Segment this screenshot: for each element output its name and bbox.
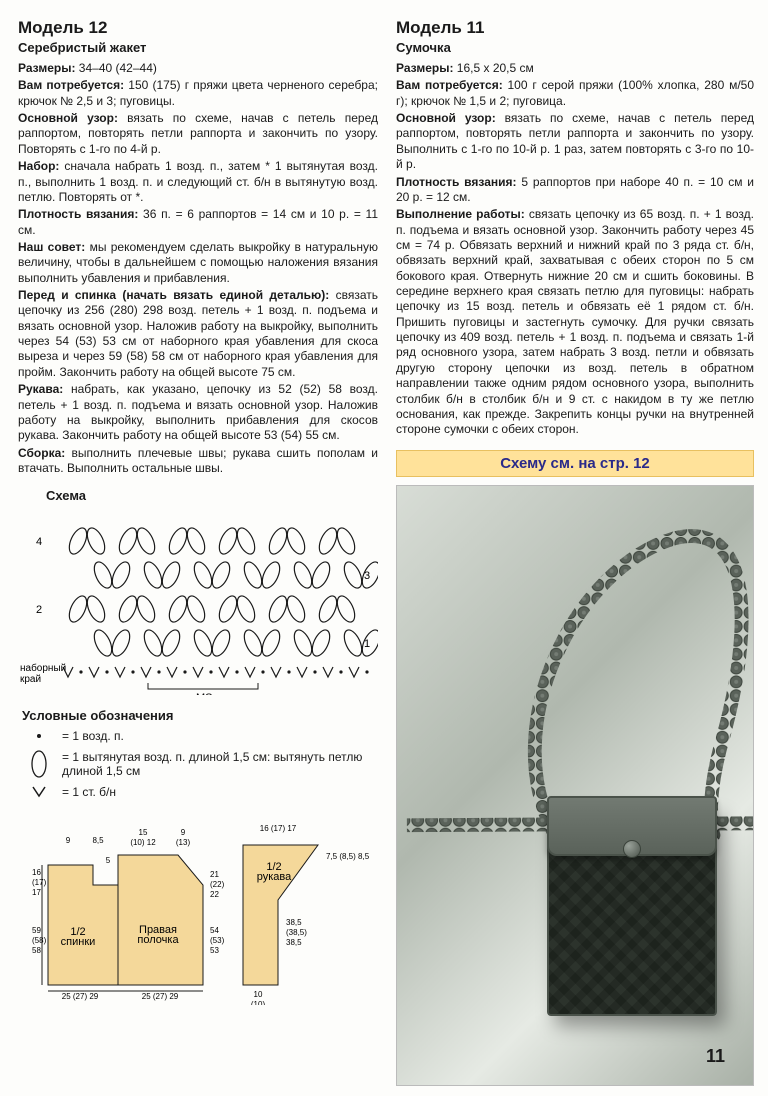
svg-text:16(17)17: 16(17)17 [32, 868, 47, 897]
svg-text:(10) 12: (10) 12 [130, 838, 156, 847]
body-paragraph: Основной узор: вязать по схеме, начав с … [18, 111, 378, 157]
svg-text:5: 5 [106, 856, 111, 865]
legend-text: = 1 ст. б/н [62, 785, 378, 799]
legend-symbol [22, 785, 56, 799]
legend-text: = 1 вытянутая возд. п. длиной 1,5 см: вы… [62, 750, 378, 778]
page-number: 11 [706, 1046, 725, 1067]
legend-row: = 1 вытянутая возд. п. длиной 1,5 см: вы… [22, 749, 378, 779]
pattern-diagram: 1/2спинкиПраваяполочка1/2рукава98,5159(1… [18, 815, 378, 1008]
svg-text:25 (27) 29: 25 (27) 29 [62, 992, 99, 1001]
body-paragraph: Сборка: выполнить плечевые швы; рукава с… [18, 446, 378, 477]
svg-text:16 (17) 17: 16 (17) 17 [260, 824, 297, 833]
body-paragraph: Рукава: набрать, как указано, цепочку из… [18, 382, 378, 443]
right-column: Модель 11 Сумочка Размеры: 16,5 x 20,5 с… [396, 18, 754, 1086]
svg-text:59(58)58: 59(58)58 [32, 926, 47, 955]
svg-text:10(10)13: 10(10)13 [251, 990, 266, 1005]
svg-text:9: 9 [66, 836, 71, 845]
model11-body: Размеры: 16,5 x 20,5 см Вам потребуется: … [396, 61, 754, 440]
body-paragraph: Размеры: 34–40 (42–44) [18, 61, 378, 76]
svg-text:38,5(38,5)38,5: 38,5(38,5)38,5 [286, 918, 307, 947]
svg-text:2: 2 [36, 604, 42, 616]
legend-text: = 1 возд. п. [62, 729, 378, 743]
svg-text:4: 4 [36, 536, 42, 548]
body-paragraph: Перед и спинка (начать вязать единой дет… [18, 288, 378, 380]
body-paragraph: Наш совет: мы рекомендуем сделать выкрой… [18, 240, 378, 286]
svg-text:21(22)22: 21(22)22 [210, 870, 225, 899]
svg-text:1: 1 [364, 638, 370, 650]
legend-symbol [22, 749, 56, 779]
bag-button [623, 840, 641, 858]
svg-text:Праваяполочка: Праваяполочка [137, 924, 179, 946]
model12-subtitle: Серебристый жакет [18, 40, 378, 55]
bag-photo: 11 [396, 485, 754, 1086]
svg-text:9: 9 [181, 828, 186, 837]
svg-text:54(53)53: 54(53)53 [210, 926, 225, 955]
legend-row: = 1 возд. п. [22, 729, 378, 743]
model12-title: Модель 12 [18, 18, 378, 38]
crochet-schema: 4 3 2 1 наборныйкрай MS [18, 515, 378, 698]
body-paragraph: Выполнение работы: связать цепочку из 65… [396, 207, 754, 437]
legend-row: = 1 ст. б/н [22, 785, 378, 799]
model12-body: Размеры: 34–40 (42–44) Вам потребуется: 1… [18, 61, 378, 478]
schema-diagram: 4 3 2 1 наборныйкрай MS [18, 515, 378, 695]
svg-text:8,5: 8,5 [92, 836, 104, 845]
legend-title: Условные обозначения [22, 708, 378, 723]
body-paragraph: Плотность вязания: 5 раппортов при набор… [396, 175, 754, 206]
legend-block: Условные обозначения = 1 возд. п. = 1 выт… [22, 708, 378, 805]
model11-title: Модель 11 [396, 18, 754, 38]
body-paragraph: Вам потребуется: 150 (175) г пряжи цвета… [18, 78, 378, 109]
body-paragraph: Размеры: 16,5 x 20,5 см [396, 61, 754, 76]
svg-text:(13): (13) [176, 838, 191, 847]
svg-text:3: 3 [364, 570, 370, 582]
body-paragraph: Вам потребуется: 100 г серой пряжи (100%… [396, 78, 754, 109]
svg-text:MS: MS [196, 692, 213, 695]
body-paragraph: Набор: сначала набрать 1 возд. п., затем… [18, 159, 378, 205]
body-paragraph: Основной узор: вязать по схеме, начав с … [396, 111, 754, 172]
model11-subtitle: Сумочка [396, 40, 754, 55]
svg-text:наборныйкрай: наборныйкрай [20, 662, 66, 685]
body-paragraph: Плотность вязания: 36 п. = 6 раппортов =… [18, 207, 378, 238]
legend-symbol [22, 731, 56, 741]
svg-text:25 (27) 29: 25 (27) 29 [142, 992, 179, 1001]
schema-heading: Схема [46, 488, 378, 503]
svg-text:15: 15 [139, 828, 148, 837]
schema-reference-banner: Схему см. на стр. 12 [396, 450, 754, 477]
svg-text:7,5 (8,5) 8,5: 7,5 (8,5) 8,5 [326, 852, 370, 861]
left-column: Модель 12 Серебристый жакет Размеры: 34–… [18, 18, 378, 1086]
